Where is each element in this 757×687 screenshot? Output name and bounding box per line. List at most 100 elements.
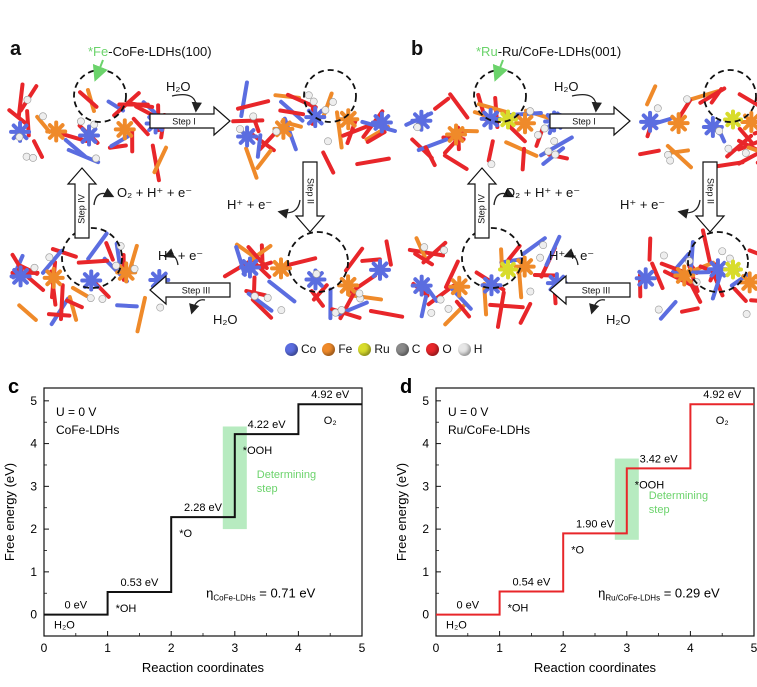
svg-text:Step I: Step I — [572, 117, 596, 127]
y-tick-label: 3 — [422, 479, 429, 493]
molecular-slab — [7, 82, 169, 183]
legend-swatch-o — [426, 342, 440, 356]
potential-label: U = 0 V — [448, 405, 488, 419]
y-tick-label: 1 — [422, 565, 429, 579]
energy-value-label: 2.28 eV — [184, 502, 223, 514]
species-label: *OH — [116, 603, 137, 615]
energy-value-label: 1.90 eV — [576, 518, 615, 530]
x-tick-label: 2 — [560, 641, 567, 655]
species-label: *O — [571, 544, 584, 556]
panel-b-schematic: Step I Step II Step III Step IV — [404, 59, 757, 329]
energy-value-label: 3.42 eV — [640, 453, 679, 465]
y-tick-label: 5 — [422, 394, 429, 408]
molecular-slab — [231, 80, 397, 180]
x-tick-label: 2 — [168, 641, 175, 655]
y-tick-label: 2 — [30, 522, 37, 536]
energy-step-line — [44, 403, 362, 616]
panel-b-products: O₂ + H⁺ + e⁻ — [505, 185, 581, 200]
energy-value-label: 0.54 eV — [512, 577, 551, 589]
y-tick-label: 4 — [422, 437, 429, 451]
panel-a-site-suffix: -CoFe-LDHs(100) — [108, 44, 212, 59]
legend-label-h: H — [473, 342, 483, 356]
material-label: CoFe-LDHs — [56, 423, 119, 437]
x-tick-label: 4 — [687, 641, 694, 655]
overpotential-label: ηRu/CoFe-LDHs = 0.29 eV — [598, 586, 720, 603]
energy-value-label: 0 eV — [64, 600, 87, 612]
element-legend: Co Fe Ru C O H — [285, 339, 482, 359]
panel-b-h2o-bottom: H₂O — [606, 312, 631, 327]
panel-b-site-prefix: *Ru — [476, 44, 498, 59]
y-tick-label: 0 — [422, 608, 429, 622]
panel-a-step3-byproduct: H⁺ + e⁻ — [158, 248, 204, 263]
legend-label-c: C — [411, 342, 421, 356]
x-tick-label: 1 — [104, 641, 111, 655]
x-tick-label: 5 — [359, 641, 366, 655]
determining-step-label: Determining — [649, 490, 708, 502]
energy-value-label: 4.92 eV — [311, 389, 350, 401]
legend-label-o: O — [442, 342, 452, 356]
svg-text:Step II: Step II — [306, 178, 316, 204]
species-label: *OH — [508, 603, 529, 615]
species-label: H₂O — [446, 620, 467, 632]
legend-swatch-fe — [322, 342, 336, 356]
species-label: O₂ — [716, 415, 729, 427]
legend-item-h: H — [457, 342, 483, 356]
chart-d: d 0 1 2 3 4 5 0 1 2 3 4 5 Reaction coordinates Free en… — [394, 376, 757, 675]
panel-a-site-label: *Fe-CoFe-LDHs(100) — [88, 44, 212, 59]
svg-text:Step IV: Step IV — [76, 194, 86, 224]
species-label: O₂ — [324, 415, 337, 427]
molecular-slab — [634, 228, 757, 321]
molecular-slab — [407, 234, 568, 329]
legend-label-co: Co — [301, 342, 317, 356]
panel-a-h2o-top: H₂O — [166, 79, 191, 94]
panel-letter-a: a — [10, 38, 22, 60]
material-label: Ru/CoFe-LDHs — [448, 423, 530, 437]
panel-letter-d: d — [400, 376, 412, 398]
svg-text:Step IV: Step IV — [476, 194, 486, 224]
svg-text:Step III: Step III — [182, 286, 211, 296]
molecular-slab — [404, 92, 574, 172]
legend-item-o: O — [426, 342, 452, 356]
species-label: *OOH — [243, 445, 272, 457]
panel-a-h2o-bottom: H₂O — [213, 312, 238, 327]
y-tick-label: 0 — [30, 608, 37, 622]
potential-label: U = 0 V — [56, 405, 96, 419]
panel-b-site-label: *Ru-Ru/CoFe-LDHs(001) — [476, 44, 621, 59]
molecular-slab — [222, 239, 405, 321]
molecular-slab — [9, 231, 171, 334]
energy-step-line — [436, 403, 754, 616]
energy-value-label: 4.92 eV — [703, 389, 742, 401]
y-tick-label: 4 — [30, 437, 37, 451]
panel-b-step2-byproduct: H⁺ + e⁻ — [620, 197, 666, 212]
y-tick-label: 2 — [422, 522, 429, 536]
svg-text:Step II: Step II — [706, 178, 716, 204]
legend-item-c: C — [395, 342, 421, 356]
panel-b-step3-byproduct: H⁺ + e⁻ — [549, 248, 595, 263]
free-energy-charts: c 0 1 2 3 4 5 0 1 2 3 4 5 Reaction coordinates Free en… — [2, 376, 757, 675]
panel-b-site-suffix: -Ru/CoFe-LDHs(001) — [497, 44, 622, 59]
species-label: H₂O — [54, 620, 75, 632]
energy-value-label: 0.53 eV — [120, 577, 159, 589]
svg-text:Step I: Step I — [172, 117, 196, 127]
panel-letter-c: c — [8, 376, 19, 398]
legend-label-ru: Ru — [374, 342, 390, 356]
x-tick-label: 1 — [496, 641, 503, 655]
panel-b-h2o-top: H₂O — [554, 79, 579, 94]
panel-a-site-prefix: *Fe — [88, 44, 109, 59]
x-axis-label: Reaction coordinates — [534, 660, 657, 675]
y-axis-label: Free energy (eV) — [394, 463, 409, 561]
energy-value-label: 0 eV — [456, 600, 479, 612]
y-tick-label: 1 — [30, 565, 37, 579]
x-tick-label: 5 — [751, 641, 757, 655]
legend-swatch-h — [457, 342, 471, 356]
x-tick-label: 4 — [295, 641, 302, 655]
panel-letter-b: b — [411, 38, 424, 60]
panel-a-products: O₂ + H⁺ + e⁻ — [117, 185, 193, 200]
legend-label-fe: Fe — [338, 342, 353, 356]
overpotential-label: ηCoFe-LDHs = 0.71 eV — [206, 586, 315, 603]
legend-swatch-c — [395, 342, 409, 356]
determining-step-label: step — [649, 504, 670, 516]
species-label: *O — [179, 528, 192, 540]
species-label: *OOH — [635, 479, 664, 491]
y-tick-label: 3 — [30, 479, 37, 493]
